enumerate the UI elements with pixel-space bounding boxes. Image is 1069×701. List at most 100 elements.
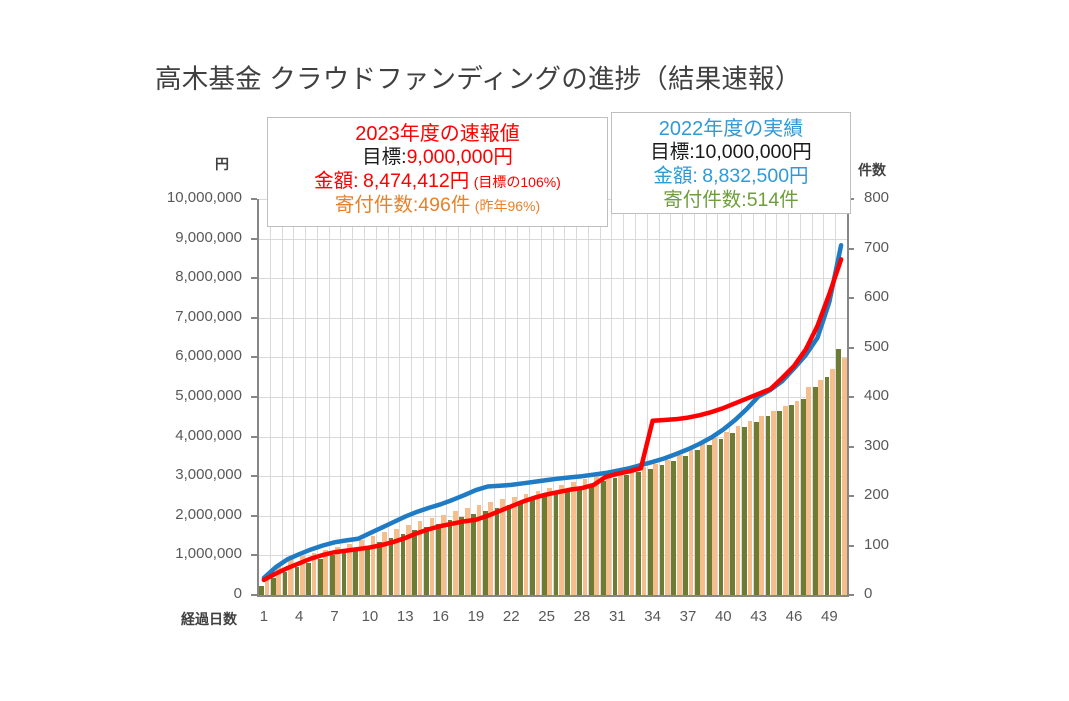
bar [376, 541, 382, 595]
callout-2022-heading: 2022年度の実績 [658, 118, 804, 140]
bar [417, 520, 423, 595]
bar [747, 420, 753, 595]
y-axis-right-tick-label: 500 [864, 337, 890, 355]
bar [394, 528, 399, 595]
bar [782, 405, 788, 595]
bar [523, 494, 529, 595]
bar [400, 533, 406, 595]
x-axis-tick-label: 49 [820, 608, 838, 625]
bar [547, 488, 553, 595]
callout-2023-count-note: (昨年96%) [474, 197, 541, 214]
gridline-vertical [305, 199, 306, 595]
x-axis-tick-label: 25 [538, 608, 555, 625]
y-axis-right-tick-label: 200 [864, 486, 890, 503]
gridline-vertical [376, 199, 377, 595]
bar [836, 349, 842, 595]
bar [382, 531, 388, 595]
tick-mark-left [251, 475, 257, 478]
bar [294, 567, 300, 595]
bar [435, 523, 441, 595]
y-axis-right-tick-label: 0 [864, 585, 873, 602]
bar [589, 484, 594, 595]
x-axis-tick-label: 16 [432, 608, 449, 625]
gridline-vertical [364, 199, 365, 595]
bar [706, 444, 712, 595]
callout-2023-amount-value: 8,474,412円 [363, 170, 470, 193]
gridline-vertical [340, 199, 341, 595]
bar [565, 490, 571, 595]
callout-2022-count-label: 寄付件数: [663, 188, 747, 211]
bar [724, 431, 729, 595]
y-axis-right-tick-label: 100 [864, 535, 890, 553]
bar [311, 553, 317, 595]
tick-mark-left [251, 316, 257, 319]
bar [830, 369, 835, 595]
bar [735, 425, 741, 595]
x-axis-tick-label: 34 [644, 608, 661, 625]
gridline-vertical [293, 199, 294, 595]
callout-2023-count-value: 496件 [418, 193, 471, 216]
y-axis-left-tick-label: 1,000,000 [175, 545, 242, 563]
bar [476, 504, 482, 595]
y-axis-right-tick-label: 300 [864, 436, 890, 454]
axis-spine-bottom [257, 595, 849, 597]
bar [742, 426, 747, 595]
bar [659, 465, 665, 595]
y-axis-left-tick-label: 3,000,000 [175, 466, 242, 484]
bar [718, 438, 724, 595]
bar [511, 497, 517, 595]
bar [276, 564, 282, 595]
bar [841, 358, 847, 595]
bar [353, 548, 359, 595]
bar [464, 507, 470, 595]
x-axis-tick-label: 10 [361, 608, 379, 625]
bar [306, 563, 311, 595]
bar [570, 482, 576, 595]
chart-title: 高木基金 クラウドファンディングの進捗（結果速報） [155, 64, 802, 94]
bar [771, 410, 776, 595]
bar [577, 487, 582, 595]
bar [553, 493, 559, 595]
tick-mark-left [251, 277, 257, 280]
gridline-vertical [317, 199, 318, 595]
bar [494, 507, 500, 595]
tick-mark-right [848, 346, 854, 349]
bar [288, 559, 293, 595]
bar [594, 477, 600, 595]
tick-mark-right [848, 198, 854, 200]
bar [506, 504, 512, 595]
bar [259, 586, 264, 595]
bar [676, 455, 682, 595]
x-axis-tick-label: 4 [295, 608, 304, 625]
bar [700, 443, 706, 595]
bar [647, 469, 653, 595]
callout-2022-count-value: 514件 [746, 188, 799, 211]
bar [683, 456, 688, 595]
x-axis-tick-label: 1 [259, 608, 269, 625]
bar [777, 410, 783, 595]
y-axis-left-tick-label: 7,000,000 [175, 307, 242, 325]
bar [405, 524, 411, 595]
gridline-vertical [388, 199, 389, 595]
bar [329, 555, 335, 595]
bar [429, 517, 435, 595]
tick-mark-left [251, 554, 257, 557]
x-axis-title: 経過日数 [181, 611, 237, 627]
bar [730, 432, 736, 595]
bar [794, 400, 800, 595]
bar [535, 491, 541, 595]
bar [806, 387, 812, 595]
bar [559, 485, 564, 595]
tick-mark-right [848, 247, 854, 250]
bar [424, 526, 429, 595]
bar [335, 547, 340, 595]
tick-mark-left [251, 435, 257, 438]
bar [341, 551, 347, 595]
tick-mark-left [251, 237, 257, 240]
bar [282, 572, 288, 595]
bar [606, 475, 611, 595]
bar [812, 387, 818, 595]
y-axis-right-tick-label: 800 [864, 189, 890, 206]
gridline-vertical [352, 199, 353, 595]
bar [753, 421, 759, 595]
